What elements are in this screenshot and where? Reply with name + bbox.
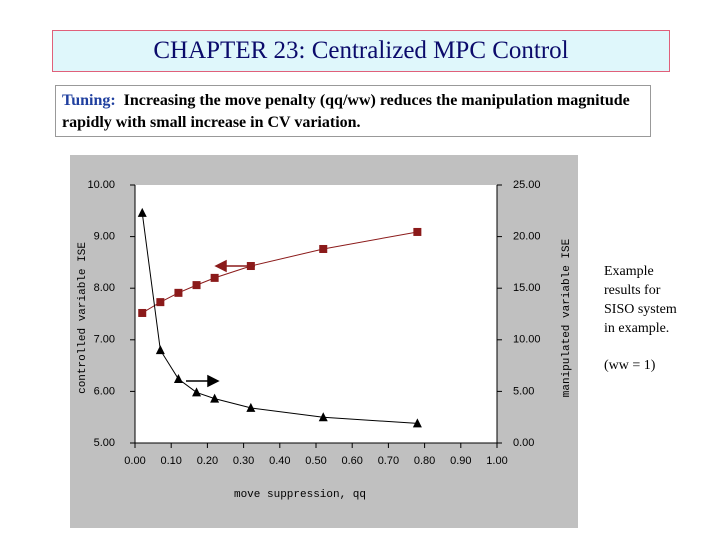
x-tick-label: 0.90 [450,455,471,467]
y2-tick-label: 25.00 [513,179,541,191]
side-note-2: (ww = 1) [604,358,656,373]
point [173,374,183,384]
y-tick-label: 7.00 [94,334,115,346]
y2-axis-label: manipulated variable ISE [561,238,573,397]
x-tick-label: 1.00 [486,455,507,467]
y2-tick-label: 0.00 [513,437,534,449]
point [155,345,165,355]
point [210,393,220,403]
y2-tick-label: 5.00 [513,385,534,397]
point [412,418,422,428]
y-tick-label: 6.00 [94,385,115,397]
chart: move suppression, qq controlled variable… [70,155,578,528]
point [319,244,328,253]
point [137,207,147,217]
y-tick-label: 9.00 [94,231,115,243]
arrow [186,374,220,388]
y-tick-label: 8.00 [94,282,115,294]
plot-area [135,185,497,443]
y-tick-label: 10.00 [87,179,115,191]
x-tick-label: 0.30 [233,455,254,467]
subtitle: Increasing the move penalty (qq/ww) redu… [62,92,630,131]
point [246,262,255,271]
slide-title: CHAPTER 23: Centralized MPC Control [52,30,670,72]
y2-tick-label: 15.00 [513,282,541,294]
point [192,387,202,397]
subtitle-label: Tuning: [62,92,116,109]
x-axis-label: move suppression, qq [234,489,366,501]
y-axis-label: controlled variable ISE [77,242,89,394]
subtitle-box: Tuning: Increasing the move penalty (qq/… [55,85,651,137]
y-tick-label: 5.00 [94,437,115,449]
point [192,281,201,290]
point [156,298,165,307]
point [246,402,256,412]
side-note-box: Example results for SISO system in examp… [604,262,684,375]
x-tick-label: 0.70 [378,455,399,467]
x-tick-label: 0.40 [269,455,290,467]
point [174,288,183,297]
y2-tick-label: 20.00 [513,231,541,243]
side-note: Example results for SISO system in examp… [604,264,677,336]
x-tick-label: 0.10 [160,455,181,467]
x-tick-label: 0.60 [341,455,362,467]
point [138,308,147,317]
series-line [141,212,418,424]
x-tick-label: 0.50 [305,455,326,467]
x-tick-label: 0.80 [414,455,435,467]
point [210,273,219,282]
point [318,412,328,422]
x-tick-label: 0.20 [197,455,218,467]
point [413,227,422,236]
y2-tick-label: 10.00 [513,334,541,346]
x-tick-label: 0.00 [124,455,145,467]
